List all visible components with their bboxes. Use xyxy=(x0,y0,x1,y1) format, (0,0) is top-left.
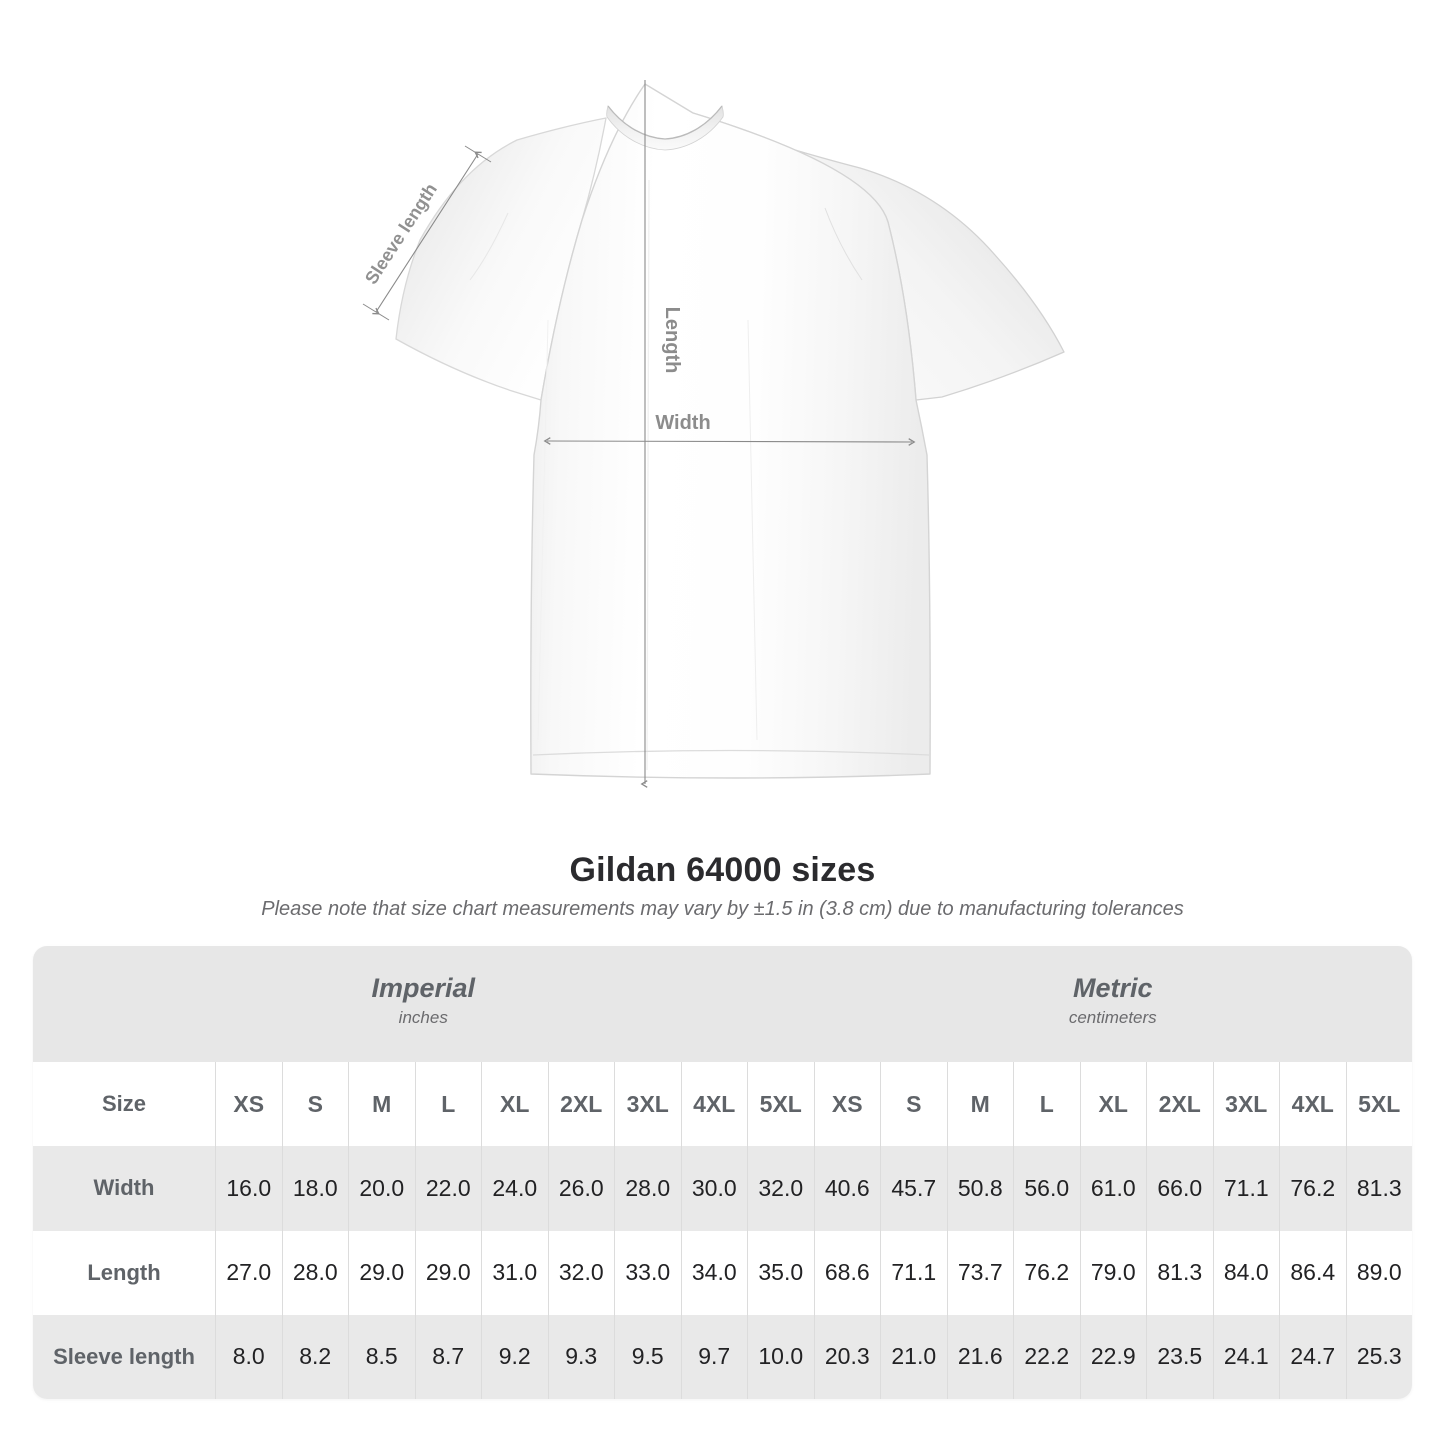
svg-text:Width: Width xyxy=(655,412,710,434)
svg-text:Length: Length xyxy=(661,307,683,374)
svg-text:Sleeve length: Sleeve length xyxy=(361,180,441,288)
